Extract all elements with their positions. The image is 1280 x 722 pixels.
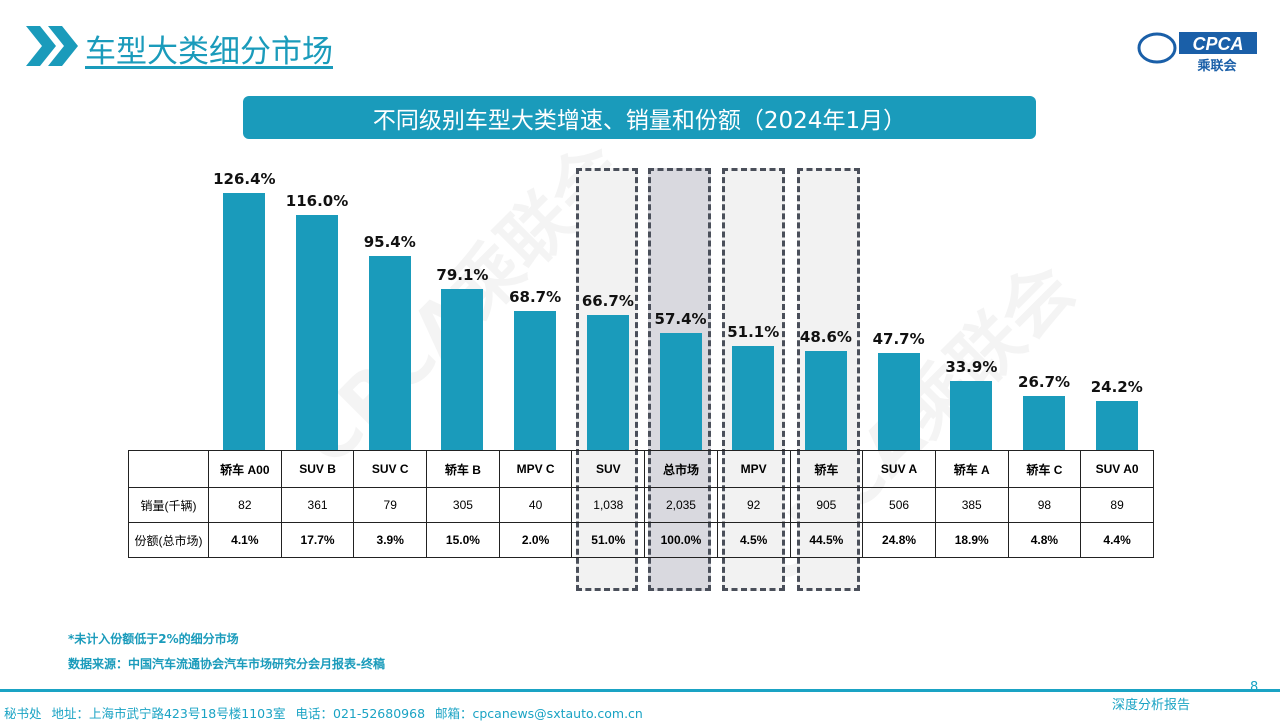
data-label: 48.6% (799, 328, 852, 347)
share-cell: 17.7% (280, 522, 355, 558)
category-label: 总市场 (644, 450, 718, 488)
data-label: 24.2% (1090, 377, 1143, 396)
svg-text:CPCA: CPCA (1192, 34, 1243, 54)
chevrons-icon (26, 26, 78, 66)
bar (804, 351, 847, 450)
bar (223, 193, 266, 450)
data-label: 95.4% (363, 233, 416, 252)
row-label-sales: 销量(千辆) (128, 487, 209, 523)
data-source: 数据来源：中国汽车流通协会汽车市场研究分会月报表-终稿 (68, 657, 385, 671)
category-label: MPV (716, 450, 791, 488)
category-label: SUV B (280, 450, 355, 488)
share-cell: 4.4% (1080, 522, 1154, 558)
bar (1095, 400, 1138, 450)
data-label: 33.9% (945, 358, 998, 377)
category-label: SUV A0 (1080, 450, 1154, 488)
category-label: SUV (571, 450, 646, 488)
category-label: 轿车 A00 (208, 450, 282, 488)
sales-cell: 92 (716, 487, 791, 523)
page-title: 车型大类细分市场 (85, 34, 333, 70)
share-cell: 24.8% (862, 522, 936, 558)
bar (732, 346, 775, 450)
sales-cell: 305 (426, 487, 500, 523)
bar (877, 353, 920, 450)
chart-title-banner: 不同级别车型大类增速、销量和份额（2024年1月） (243, 96, 1036, 139)
share-cell: 4.5% (716, 522, 791, 558)
sales-cell: 89 (1080, 487, 1154, 523)
data-table: 轿车 A00 SUV B SUV C 轿车 B MPV C SUV 总市场 MPV 轿车 SUV … (128, 450, 1154, 558)
share-cell: 3.9% (353, 522, 428, 558)
bar (514, 310, 557, 450)
sales-cell: 82 (208, 487, 282, 523)
share-cell: 4.1% (208, 522, 282, 558)
data-label: 51.1% (727, 323, 780, 342)
bar (1023, 395, 1066, 450)
share-cell: 2.0% (498, 522, 573, 558)
sales-cell: 40 (498, 487, 573, 523)
data-label: 26.7% (1018, 372, 1071, 391)
data-label: 66.7% (581, 291, 634, 310)
footer-contact: 秘书处 地址：上海市武宁路423号18号楼1103室 电话：021-526809… (4, 706, 643, 721)
data-label: 68.7% (509, 287, 562, 306)
bar (441, 289, 484, 450)
bar (296, 214, 339, 450)
cpca-logo: CPCA 乘联会 (1135, 26, 1260, 74)
report-label: 深度分析报告 (1112, 698, 1191, 713)
category-label: 轿车 (789, 450, 864, 488)
table-corner (128, 450, 209, 488)
category-label: SUV A (862, 450, 936, 488)
share-cell: 44.5% (789, 522, 864, 558)
bar (586, 314, 629, 450)
sales-cell: 98 (1007, 487, 1082, 523)
category-label: 轿车 A (934, 450, 1009, 488)
page-number: 8 (1250, 680, 1259, 695)
category-label: 轿车 C (1007, 450, 1082, 488)
share-cell: 100.0% (644, 522, 718, 558)
sales-cell: 361 (280, 487, 355, 523)
sales-cell: 506 (862, 487, 936, 523)
sales-cell: 905 (789, 487, 864, 523)
row-label-share: 份额(总市场) (128, 522, 209, 558)
footer-divider (0, 689, 1280, 692)
category-label: SUV C (353, 450, 428, 488)
data-label: 116.0% (285, 191, 349, 210)
data-label: 57.4% (654, 310, 707, 329)
share-cell: 15.0% (426, 522, 500, 558)
bar (368, 256, 411, 450)
svg-text:乘联会: 乘联会 (1196, 58, 1237, 72)
bar (659, 333, 702, 450)
category-label: MPV C (498, 450, 573, 488)
share-cell: 18.9% (934, 522, 1009, 558)
data-label: 79.1% (436, 266, 489, 285)
category-label: 轿车 B (426, 450, 500, 488)
sales-cell: 2,035 (644, 487, 718, 523)
data-label: 126.4% (213, 170, 276, 189)
sales-cell: 385 (934, 487, 1009, 523)
share-cell: 51.0% (571, 522, 646, 558)
data-label: 47.7% (872, 330, 925, 349)
sales-cell: 79 (353, 487, 428, 523)
sales-cell: 1,038 (571, 487, 646, 523)
footnote: *未计入份额低于2%的细分市场 (68, 632, 239, 646)
share-cell: 4.8% (1007, 522, 1082, 558)
bar (950, 381, 993, 450)
